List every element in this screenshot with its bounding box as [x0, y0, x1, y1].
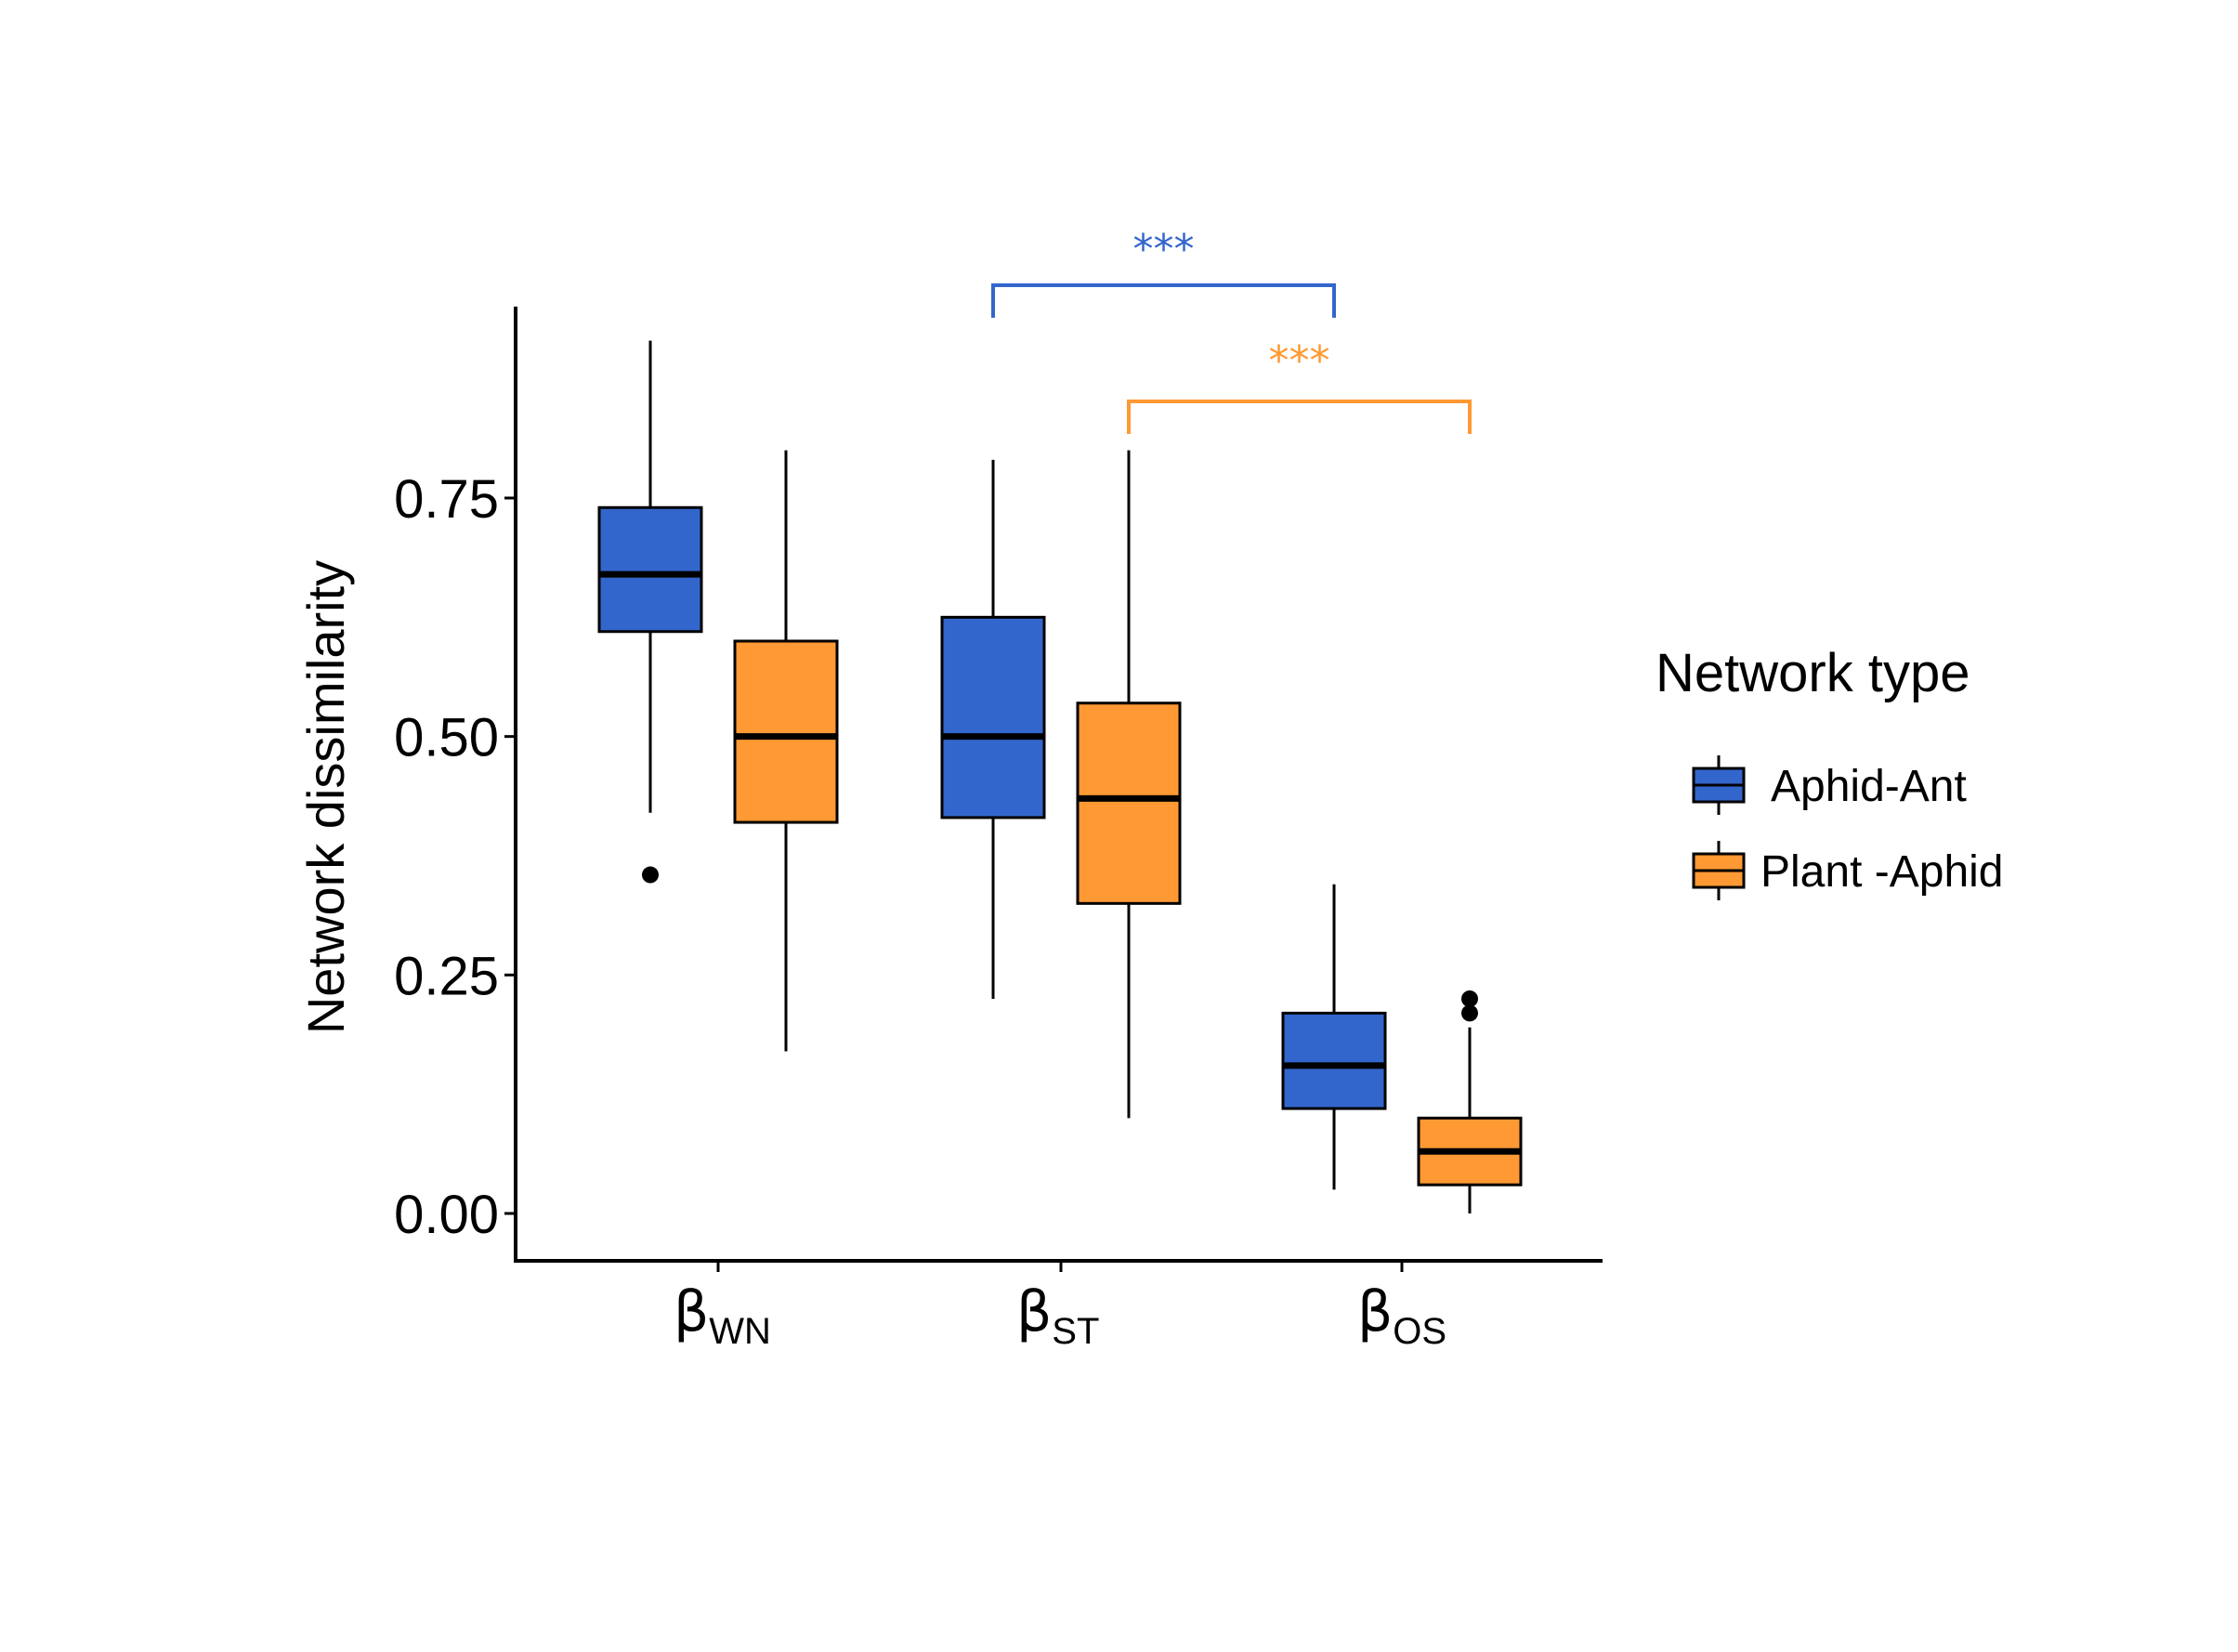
box-iqr — [1281, 1011, 1387, 1110]
x-tick-label: βOS — [1357, 1279, 1446, 1352]
box-aphid-ant-2 — [1281, 884, 1387, 1190]
outlier-point — [642, 866, 659, 884]
legend-title: Network type — [1656, 643, 1970, 703]
legend-item: Plant -Aphid — [1692, 841, 2004, 900]
box-iqr — [940, 615, 1046, 819]
box-aphid-ant-0 — [597, 340, 703, 884]
significance-bracket — [991, 283, 1336, 318]
box-iqr — [1076, 701, 1182, 905]
box-iqr — [733, 639, 839, 824]
significance-label: *** — [1269, 337, 1330, 385]
significance-bracket — [1127, 400, 1472, 434]
y-tick-label: 0.75 — [394, 469, 499, 530]
significance-label: *** — [1133, 226, 1195, 273]
x-tick-subscript: ST — [1052, 1311, 1099, 1352]
x-tick-label: βST — [1016, 1279, 1099, 1352]
x-tick-symbol: β — [674, 1279, 709, 1344]
legend-label: Plant -Aphid — [1760, 847, 2004, 897]
box-iqr — [597, 505, 703, 634]
box-aphid-ant-1 — [940, 459, 1046, 999]
boxes — [597, 340, 1523, 1213]
x-tick-symbol: β — [1357, 1279, 1393, 1344]
outlier-point — [1461, 1004, 1478, 1022]
x-tick-symbol: β — [1016, 1279, 1052, 1344]
box-plant-aphid-0 — [733, 450, 839, 1052]
legend-label: Aphid-Ant — [1771, 762, 1967, 811]
legend-item: Aphid-Ant — [1692, 755, 1967, 815]
y-tick-label: 0.50 — [394, 708, 499, 768]
box-plant-aphid-2 — [1417, 990, 1523, 1213]
x-tick-subscript: OS — [1393, 1311, 1446, 1352]
outlier-point — [1461, 990, 1478, 1007]
box-plant-aphid-1 — [1076, 450, 1182, 1119]
legend: Network type Aphid-Ant Plant -Aphid — [1656, 643, 2004, 900]
y-tick-label: 0.25 — [394, 946, 499, 1006]
significance-annotations: *** *** — [991, 226, 1472, 434]
y-axis-title: Network dissimilarity — [296, 560, 355, 1034]
x-tick-label: βWN — [674, 1279, 771, 1352]
x-tick-subscript: WN — [709, 1311, 771, 1352]
y-tick-label: 0.00 — [394, 1185, 499, 1245]
